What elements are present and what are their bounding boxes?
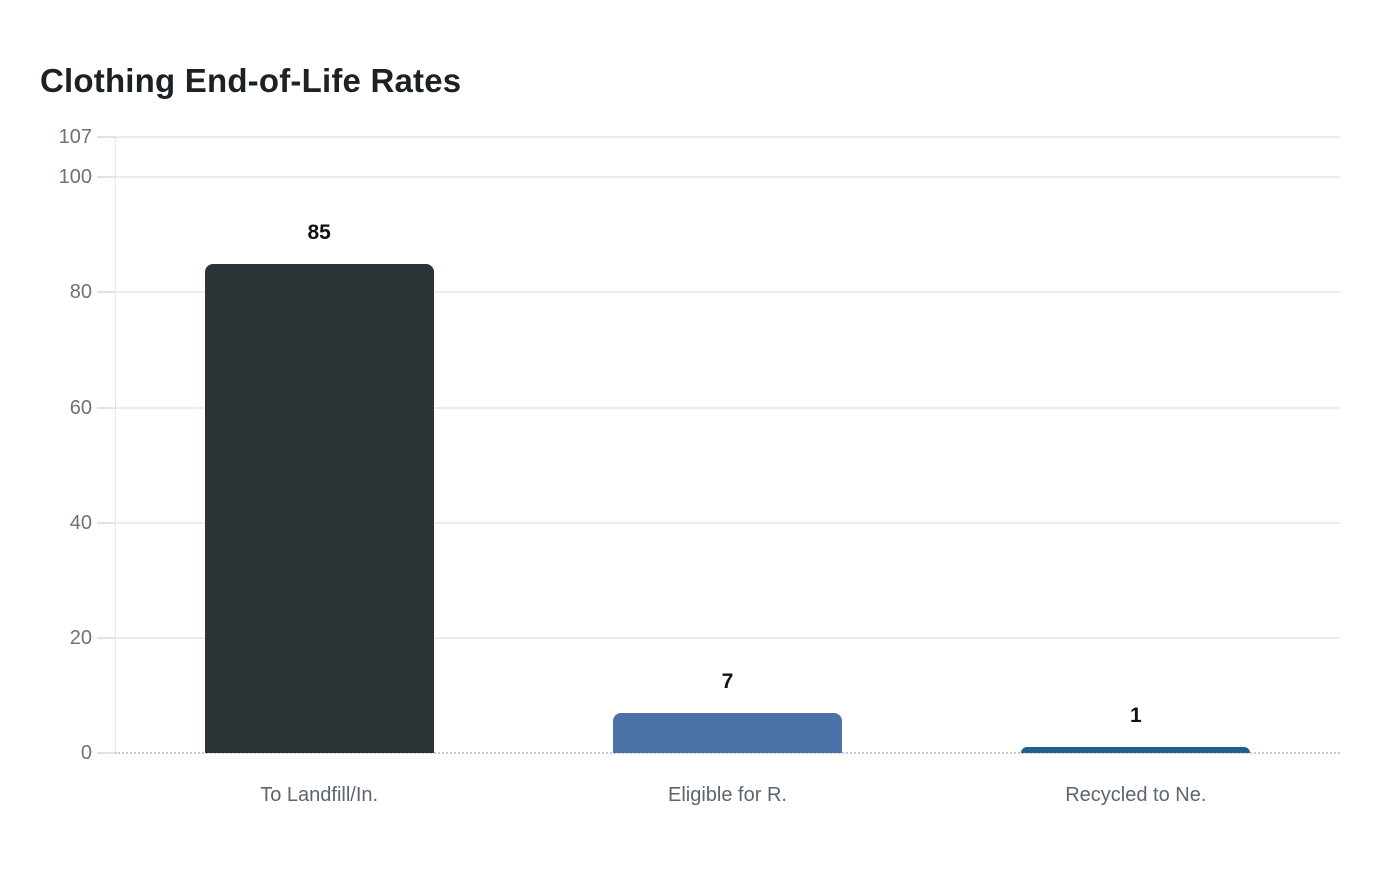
- x-axis-category-label: Recycled to Ne.: [1065, 784, 1207, 806]
- gridline: [115, 406, 1340, 409]
- y-axis-tick-label: 0: [80, 742, 92, 764]
- y-axis-tick-label: 20: [69, 626, 92, 649]
- bar-value-label: 7: [721, 669, 734, 693]
- x-axis-category-label: Eligible for R.: [668, 784, 787, 806]
- gridline: [115, 636, 1340, 639]
- y-axis-tick-label: 80: [69, 281, 92, 304]
- y-axis-tick-label: 100: [58, 166, 92, 189]
- gridline: [115, 176, 1340, 179]
- y-axis-tick: [97, 136, 115, 138]
- y-axis-tick: [97, 176, 115, 179]
- x-axis-category-label: To Landfill/In.: [260, 784, 379, 806]
- gridline: [115, 521, 1340, 524]
- y-axis-line: [115, 137, 116, 753]
- bar-value-label: 85: [307, 220, 331, 244]
- gridline: [115, 136, 1340, 138]
- y-axis-tick-label: 107: [58, 126, 92, 148]
- y-axis-tick: [97, 291, 115, 294]
- bar-1[interactable]: [204, 263, 434, 753]
- y-axis-tick: [97, 521, 115, 524]
- chart-title: Clothing End-of-Life Rates: [40, 62, 462, 99]
- y-axis-tick: [97, 406, 115, 409]
- gridline: [115, 291, 1340, 294]
- gridline: [115, 752, 1340, 754]
- y-axis-tick-label: 60: [69, 396, 92, 419]
- bar-2[interactable]: [613, 712, 842, 753]
- bar-value-label: 1: [1129, 704, 1142, 728]
- y-axis-tick-label: 40: [69, 511, 92, 534]
- y-axis-tick: [97, 636, 115, 639]
- bar-3[interactable]: [1021, 747, 1251, 753]
- y-axis-tick: [97, 752, 115, 754]
